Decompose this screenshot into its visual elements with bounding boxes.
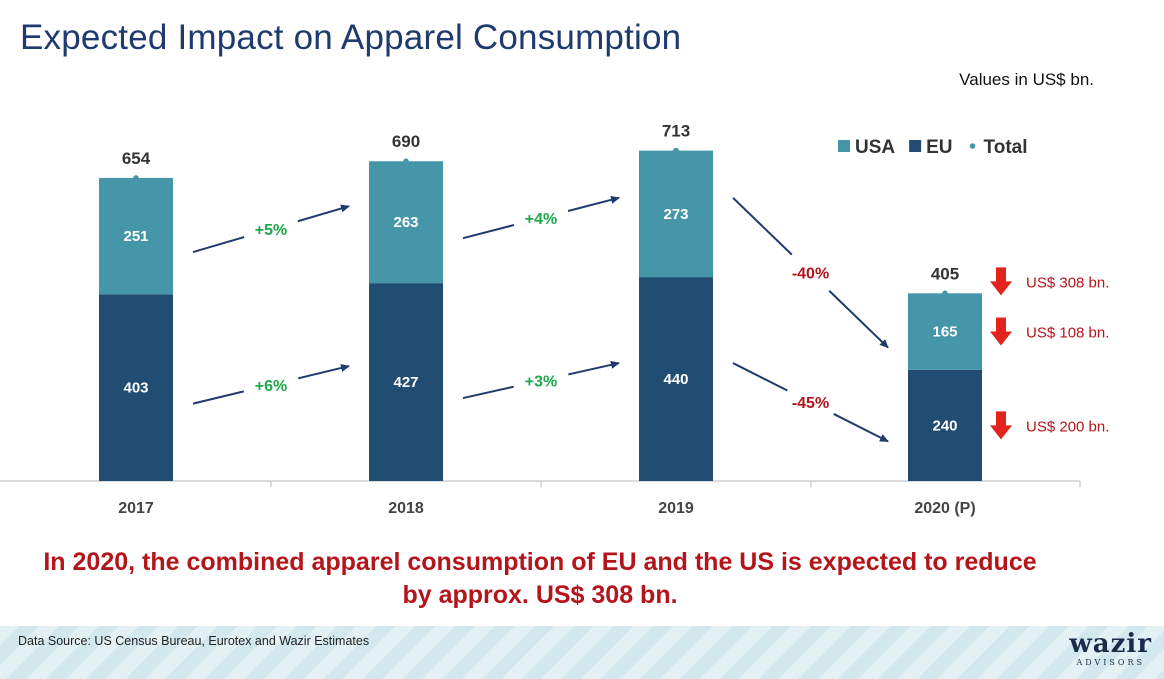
data-label-usa: 273 — [663, 206, 688, 223]
growth-label-eu: +3% — [525, 374, 557, 391]
data-source: Data Source: US Census Bureau, Eurotex a… — [18, 634, 370, 648]
reduction-callout: US$ 200 bn. — [1026, 418, 1109, 435]
total-marker — [942, 290, 948, 297]
units-note: Values in US$ bn. — [959, 70, 1094, 89]
bar-eu-2017 — [99, 294, 173, 481]
data-label-eu: 427 — [393, 374, 418, 391]
data-label-eu: 403 — [123, 380, 148, 397]
bar-eu-2019 — [639, 277, 713, 481]
growth-arrow-eu — [833, 413, 889, 443]
logo-sub: ADVISORS — [1076, 658, 1145, 667]
growth-arrow-eu — [568, 360, 620, 376]
bar-usa-2018 — [369, 161, 443, 284]
total-label: 713 — [662, 122, 690, 141]
x-tick-label: 2019 — [658, 500, 694, 517]
data-label-usa: 165 — [932, 324, 957, 341]
data-label-eu: 440 — [663, 371, 688, 388]
headline: In 2020, the combined apparel consumptio… — [0, 546, 1080, 612]
bar-eu-2020 (P) — [908, 369, 982, 481]
legend-dot-total — [969, 143, 976, 149]
growth-label-eu: -45% — [792, 395, 829, 412]
data-label-eu: 240 — [932, 417, 957, 434]
growth-arrow-eu — [732, 362, 788, 392]
legend-label-usa: USA — [855, 137, 895, 158]
total-marker — [133, 175, 139, 181]
growth-arrow-usa — [297, 204, 350, 223]
growth-label-usa: +4% — [525, 211, 557, 228]
bar-usa-2020 (P) — [908, 293, 982, 370]
bar-eu-2018 — [369, 283, 443, 481]
growth-label-usa: -40% — [792, 266, 829, 283]
wazir-logo: wazir ADVISORS — [1069, 630, 1152, 668]
growth-label-usa: +5% — [255, 222, 287, 239]
reduction-callout: US$ 108 bn. — [1026, 325, 1109, 342]
reduction-callout: US$ 308 bn. — [1026, 274, 1109, 291]
footer-band: Data Source: US Census Bureau, Eurotex a… — [0, 626, 1164, 679]
growth-arrow-eu — [297, 364, 350, 380]
data-label-usa: 263 — [393, 214, 418, 231]
growth-arrow-eu — [462, 385, 514, 400]
data-label-usa: 251 — [123, 228, 148, 245]
legend-label-total: Total — [984, 137, 1028, 158]
x-tick-label: 2018 — [388, 500, 424, 517]
total-label: 690 — [392, 132, 420, 151]
x-tick-label: 2017 — [118, 500, 154, 517]
growth-arrow-usa — [567, 195, 620, 212]
growth-arrow-usa — [192, 236, 245, 254]
logo-word: wazir — [1069, 629, 1152, 659]
down-arrow-icon — [990, 317, 1012, 346]
total-label: 654 — [122, 149, 151, 168]
headline-line-2: by approx. US$ 308 bn. — [402, 581, 678, 609]
x-tick-label: 2020 (P) — [914, 500, 975, 517]
total-label: 405 — [931, 264, 959, 283]
down-arrow-icon — [990, 267, 1012, 296]
legend-swatch-usa — [838, 140, 850, 152]
growth-arrow-usa — [732, 197, 793, 256]
growth-arrow-eu — [192, 390, 245, 405]
growth-arrow-usa — [828, 290, 889, 349]
growth-arrow-usa — [462, 224, 515, 240]
page-title: Expected Impact on Apparel Consumption — [20, 18, 682, 57]
total-marker — [403, 158, 409, 165]
growth-label-eu: +6% — [255, 378, 287, 395]
down-arrow-icon — [990, 411, 1012, 440]
legend-label-eu: EU — [926, 137, 952, 158]
legend-swatch-eu — [909, 140, 922, 152]
headline-line-1: In 2020, the combined apparel consumptio… — [43, 548, 1037, 576]
bar-usa-2019 — [639, 150, 713, 278]
total-marker — [673, 147, 679, 154]
stacked-bar-chart: 403 251 654 2017 427 263 690 2018 440 273 713 2019 2… — [0, 122, 1109, 517]
bar-usa-2017 — [99, 177, 173, 295]
